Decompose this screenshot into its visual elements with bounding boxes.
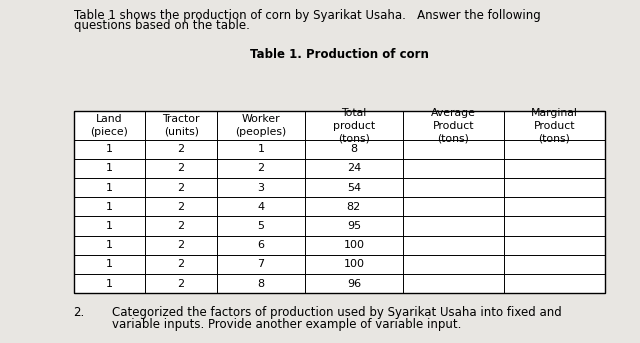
- Text: variable inputs. Provide another example of variable input.: variable inputs. Provide another example…: [112, 318, 461, 331]
- Text: 95: 95: [347, 221, 361, 231]
- Text: 1: 1: [106, 183, 113, 193]
- Text: 7: 7: [257, 259, 264, 270]
- Text: Table 1 shows the production of corn by Syarikat Usaha.   Answer the following: Table 1 shows the production of corn by …: [74, 9, 540, 22]
- Text: questions based on the table.: questions based on the table.: [74, 19, 250, 32]
- Text: 3: 3: [257, 183, 264, 193]
- Text: 1: 1: [106, 259, 113, 270]
- Text: 1: 1: [106, 164, 113, 174]
- Text: 2: 2: [177, 221, 185, 231]
- Text: Worker
(peoples): Worker (peoples): [236, 114, 287, 137]
- Text: Total
product
(tons): Total product (tons): [333, 108, 375, 143]
- Text: Table 1. Production of corn: Table 1. Production of corn: [250, 48, 429, 61]
- Text: 2.: 2.: [74, 306, 85, 319]
- Text: 2: 2: [177, 202, 185, 212]
- Text: 5: 5: [257, 221, 264, 231]
- Text: 1: 1: [106, 221, 113, 231]
- Text: Average
Product
(tons): Average Product (tons): [431, 108, 476, 143]
- Text: 96: 96: [347, 279, 361, 289]
- Text: Land
(piece): Land (piece): [90, 114, 129, 137]
- Text: 24: 24: [347, 164, 361, 174]
- Text: 1: 1: [106, 279, 113, 289]
- Text: 82: 82: [347, 202, 361, 212]
- Text: 4: 4: [257, 202, 264, 212]
- Text: 2: 2: [257, 164, 264, 174]
- Text: 54: 54: [347, 183, 361, 193]
- Text: 100: 100: [344, 259, 364, 270]
- Text: 8: 8: [257, 279, 264, 289]
- Text: 2: 2: [177, 259, 185, 270]
- Text: 1: 1: [106, 144, 113, 154]
- Text: Tractor
(units): Tractor (units): [163, 114, 200, 137]
- Text: 2: 2: [177, 240, 185, 250]
- Text: 2: 2: [177, 279, 185, 289]
- Text: 8: 8: [350, 144, 357, 154]
- Text: 1: 1: [257, 144, 264, 154]
- Text: 2: 2: [177, 144, 185, 154]
- Text: 100: 100: [344, 240, 364, 250]
- Text: 2: 2: [177, 164, 185, 174]
- Text: 1: 1: [106, 202, 113, 212]
- Text: Marginal
Product
(tons): Marginal Product (tons): [531, 108, 578, 143]
- Text: 2: 2: [177, 183, 185, 193]
- Text: Categorized the factors of production used by Syarikat Usaha into fixed and: Categorized the factors of production us…: [112, 306, 562, 319]
- Text: 6: 6: [257, 240, 264, 250]
- Text: 1: 1: [106, 240, 113, 250]
